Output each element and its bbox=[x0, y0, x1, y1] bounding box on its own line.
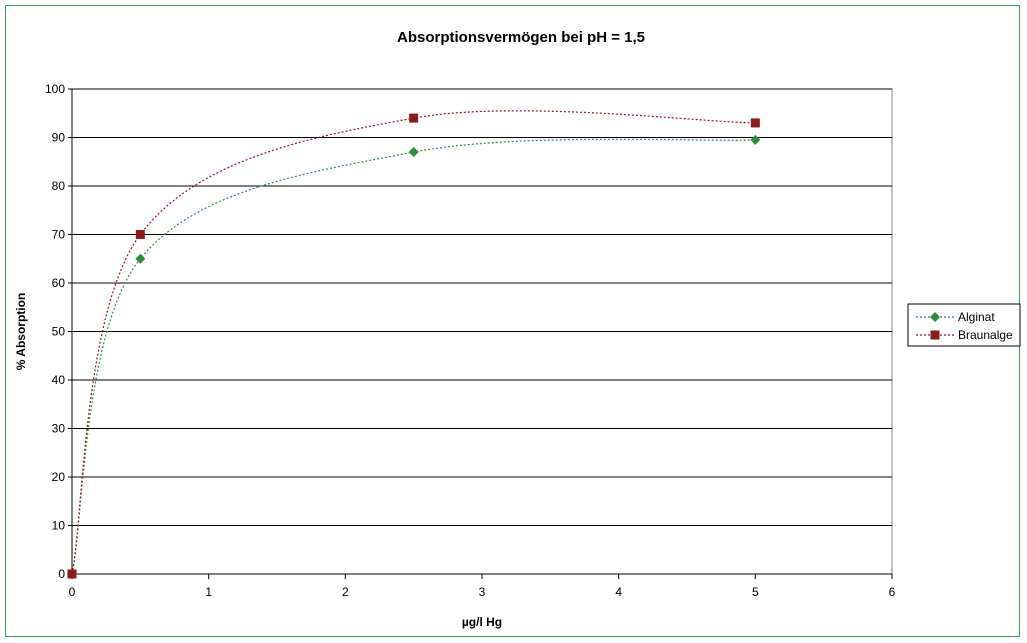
y-tick-label: 60 bbox=[52, 276, 66, 290]
y-tick-label: 30 bbox=[52, 422, 66, 436]
x-tick-label: 5 bbox=[752, 585, 759, 599]
y-tick-label: 40 bbox=[52, 373, 66, 387]
series-markers bbox=[67, 113, 761, 579]
x-tick-label: 1 bbox=[205, 585, 212, 599]
y-tick-label: 50 bbox=[52, 325, 66, 339]
series-line-alginat bbox=[71, 138, 756, 575]
y-tick-label: 10 bbox=[52, 519, 66, 533]
data-point-braunalge bbox=[135, 230, 145, 239]
x-tick-label: 0 bbox=[69, 585, 76, 599]
data-point-alginat bbox=[750, 134, 761, 145]
data-point-alginat bbox=[135, 253, 146, 264]
chart-title: Absorptionsvermögen bei pH = 1,5 bbox=[397, 29, 645, 46]
legend: Alginat Braunalge bbox=[907, 303, 1021, 347]
x-axis: 0 1 2 3 4 5 6 bbox=[69, 573, 896, 599]
y-tick-label: 80 bbox=[52, 179, 66, 193]
data-point-braunalge bbox=[409, 113, 419, 123]
x-tick-label: 6 bbox=[889, 585, 896, 599]
series-line-braunalge bbox=[71, 110, 756, 575]
y-tick-label: 0 bbox=[58, 567, 65, 581]
x-tick-label: 3 bbox=[479, 585, 486, 599]
chart: Absorptionsvermögen bei pH = 1,5 0102030… bbox=[14, 29, 1021, 629]
legend-box bbox=[907, 303, 1021, 347]
legend-label-braunalge: Braunalge bbox=[958, 328, 1013, 342]
data-point-alginat bbox=[408, 147, 419, 158]
legend-marker-alginat bbox=[930, 312, 940, 322]
grid bbox=[72, 88, 892, 526]
y-tick-label: 90 bbox=[52, 131, 66, 145]
y-axis-title: % Absorption bbox=[14, 293, 28, 371]
y-tick-label: 100 bbox=[45, 82, 65, 96]
x-tick-label: 4 bbox=[615, 585, 622, 599]
x-axis-title: µg/l Hg bbox=[462, 615, 502, 629]
data-point-braunalge bbox=[750, 118, 760, 128]
y-axis: 0 10 20 30 40 50 60 70 80 90 100 bbox=[45, 82, 73, 581]
legend-label-alginat: Alginat bbox=[958, 310, 995, 324]
series-lines bbox=[71, 110, 756, 575]
legend-marker-braunalge bbox=[930, 330, 940, 340]
x-tick-label: 2 bbox=[342, 585, 349, 599]
y-tick-label: 70 bbox=[52, 228, 66, 242]
y-tick-label: 20 bbox=[52, 470, 66, 484]
chart-frame: Absorptionsvermögen bei pH = 1,5 0 10 20 30… bbox=[5, 5, 1021, 637]
data-point-braunalge bbox=[67, 569, 77, 579]
